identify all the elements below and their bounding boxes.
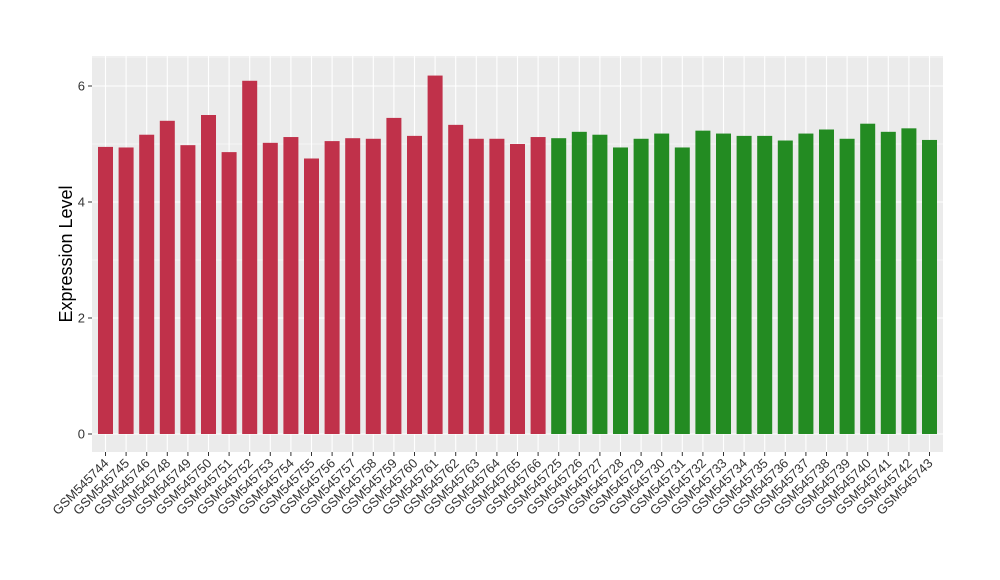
bar-GSM545748 <box>159 120 175 435</box>
bar-GSM545756 <box>324 141 340 434</box>
y-axis-title: Expression Level <box>56 185 76 322</box>
bar-GSM545731 <box>674 147 690 435</box>
bar-GSM545728 <box>613 147 628 435</box>
bar-GSM545760 <box>407 135 422 434</box>
bar-GSM545761 <box>427 75 443 434</box>
bar-GSM545765 <box>510 144 525 434</box>
bar-GSM545743 <box>922 139 937 434</box>
y-tick-label: 2 <box>78 311 85 326</box>
bar-GSM545726 <box>571 131 587 434</box>
bar-GSM545725 <box>551 138 567 434</box>
y-axis: 0 2 4 6 <box>78 79 92 442</box>
bars <box>98 75 937 435</box>
bar-GSM545736 <box>777 140 793 434</box>
y-tick-label: 0 <box>78 427 85 442</box>
bar-GSM545759 <box>386 117 402 435</box>
bar-GSM545754 <box>283 137 299 435</box>
bar-GSM545758 <box>365 138 381 434</box>
bar-GSM545729 <box>633 138 649 434</box>
bar-GSM545738 <box>819 129 834 434</box>
bar-GSM545766 <box>530 137 546 435</box>
bar-GSM545745 <box>118 147 134 435</box>
bar-GSM545757 <box>345 138 361 434</box>
bar-GSM545740 <box>860 123 876 434</box>
bar-GSM545732 <box>695 130 711 434</box>
bar-GSM545762 <box>448 124 464 435</box>
bar-GSM545727 <box>592 134 608 434</box>
bar-GSM545763 <box>468 138 484 434</box>
bar-GSM545746 <box>139 134 155 434</box>
bar-GSM545742 <box>901 128 917 434</box>
bar-GSM545744 <box>98 146 113 434</box>
bar-GSM545750 <box>201 115 216 434</box>
bar-GSM545733 <box>716 133 731 434</box>
bar-GSM545735 <box>757 135 773 434</box>
bar-GSM545752 <box>242 80 258 434</box>
bar-GSM545755 <box>304 158 319 434</box>
bar-GSM545739 <box>839 138 855 434</box>
bar-GSM545764 <box>489 138 505 434</box>
bar-GSM545730 <box>654 133 670 434</box>
y-tick-label: 4 <box>78 195 85 210</box>
y-tick-label: 6 <box>78 79 85 94</box>
x-axis: GSM545744GSM545745GSM545746GSM545748GSM5… <box>49 452 936 518</box>
bar-GSM545741 <box>880 131 896 434</box>
bar-GSM545734 <box>736 135 752 434</box>
bar-GSM545753 <box>262 142 278 434</box>
bar-GSM545751 <box>221 152 237 434</box>
bar-GSM545737 <box>798 133 814 434</box>
bar-GSM545749 <box>180 145 196 434</box>
